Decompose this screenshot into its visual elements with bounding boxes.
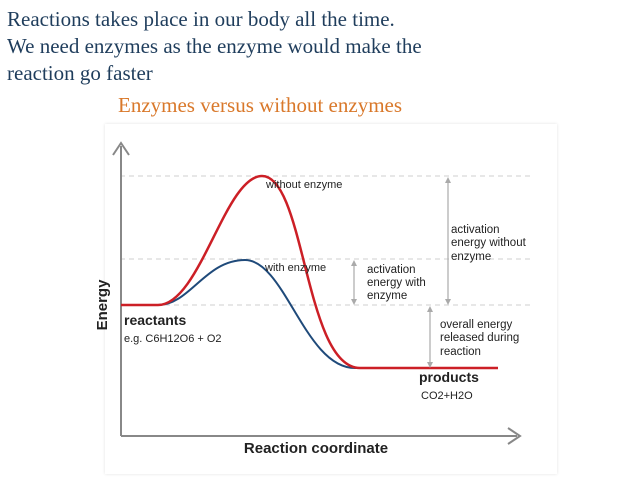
products-title: products (419, 369, 479, 385)
intro-line-1: Reactions takes place in our body all th… (7, 7, 395, 31)
activation-with-line-1: activation (367, 264, 416, 276)
intro-line-3: reaction go faster (7, 61, 153, 85)
reactants-title: reactants (124, 312, 186, 328)
slide-subtitle: Enzymes versus without enzymes (118, 93, 403, 117)
activation-without-line-2: energy without (451, 237, 527, 249)
energy-diagram-panel (105, 124, 557, 474)
overall-energy-line-3: reaction (440, 346, 481, 358)
y-axis-label: Energy (94, 279, 111, 331)
overall-energy-line-1: overall energy (440, 319, 512, 331)
reactants-example: e.g. C6H12O6 + O2 (124, 333, 222, 345)
with-enzyme-label: with enzyme (264, 262, 326, 274)
y-axis-arrowhead (112, 141, 130, 156)
activation-without-line-1: activation (451, 224, 500, 236)
intro-text: Reactions takes place in our body all th… (7, 6, 422, 87)
curve-without-enzyme (121, 174, 498, 370)
overall-energy-line-2: released during (440, 332, 519, 344)
x-axis-arrowhead (507, 427, 522, 445)
intro-line-2: We need enzymes as the enzyme would make… (7, 34, 422, 58)
activation-without-line-3: enzyme (451, 251, 491, 263)
activation-with-line-2: energy with (367, 277, 426, 289)
curve-with-enzyme (157, 258, 498, 369)
products-example: CO2+H2O (421, 390, 473, 402)
x-axis-label: Reaction coordinate (244, 440, 388, 457)
activation-with-line-3: enzyme (367, 290, 407, 302)
without-enzyme-label: without enzyme (265, 179, 342, 191)
